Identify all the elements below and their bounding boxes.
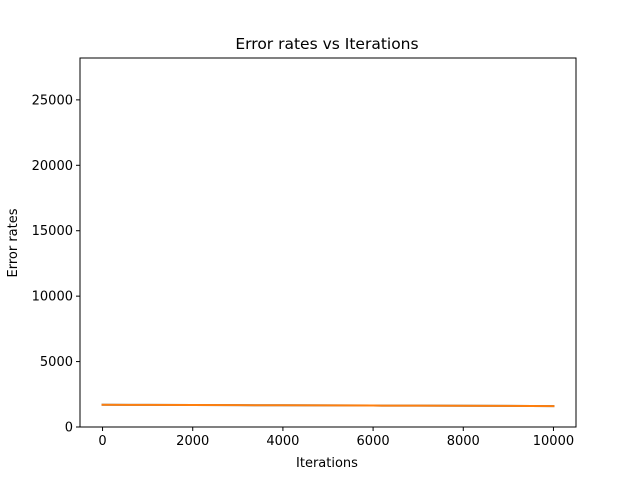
y-axis-label: Error rates: [6, 208, 21, 277]
x-tick-label: 4000: [266, 434, 299, 449]
plot-frame: [79, 57, 577, 428]
y-tick-label: 15000: [32, 224, 73, 239]
x-tick-label: 0: [98, 434, 106, 449]
y-tick-label: 10000: [32, 290, 73, 305]
x-tick-label: 6000: [357, 434, 390, 449]
series-line-2: [101, 403, 555, 408]
chart-title: Error rates vs Iterations: [235, 35, 418, 53]
x-axis-label: Iterations: [296, 456, 358, 471]
x-tick-label: 2000: [176, 434, 209, 449]
y-tick-label: 25000: [32, 93, 73, 108]
y-tick-label: 20000: [32, 159, 73, 174]
plot-area: 0 2000 4000 6000 8000 10000 0 5000 10000 15000 200…: [32, 57, 577, 449]
x-tick-label: 10000: [533, 434, 574, 449]
x-tick-label: 8000: [447, 434, 480, 449]
y-tick-label: 0: [65, 421, 73, 436]
y-tick-label: 5000: [40, 355, 73, 370]
